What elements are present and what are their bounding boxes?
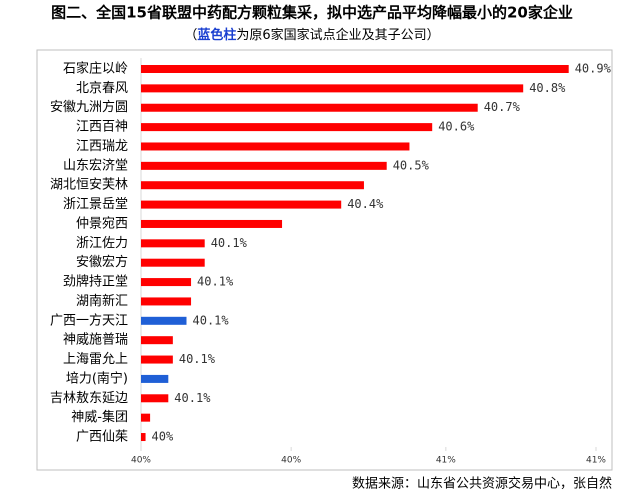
y-tick-label: 劲牌持正堂 [63, 274, 128, 290]
y-tick-label: 吉林敖东延边 [50, 390, 128, 406]
y-tick-label: 神威-集团 [71, 409, 128, 425]
plot-frame [36, 49, 613, 471]
y-tick-label: 北京春风 [76, 81, 128, 96]
bar [141, 316, 187, 325]
subtitle-rest: 为原6家国家试点企业及其子公司） [236, 27, 439, 43]
y-tick-label: 安徽宏方 [76, 254, 128, 270]
x-tick-label: 40% [131, 456, 151, 466]
chart-title: 图二、全国15省联盟中药配方颗粒集采，拟中选产品平均降幅最小的20家企业 [51, 4, 573, 22]
y-tick-label: 江西瑞龙 [76, 139, 128, 154]
y-tick-label: 浙江景岳堂 [63, 197, 128, 212]
value-label: 40.1% [174, 391, 211, 405]
value-label: 40% [152, 430, 174, 444]
bar [141, 161, 387, 170]
value-label: 40.4% [347, 197, 384, 211]
source: 数据来源：山东省公共资源交易中心，张自然 [352, 476, 612, 492]
bar [141, 200, 342, 209]
bar [141, 219, 283, 228]
y-tick-label: 山东宏济堂 [63, 158, 128, 173]
y-tick-label: 广西仙茱 [76, 430, 128, 445]
value-label: 40.8% [529, 81, 566, 95]
bar [141, 142, 410, 151]
y-tick-label: 神威施普瑞 [63, 333, 128, 348]
value-label: 40.9% [575, 62, 612, 76]
y-tick-label: 仲景宛西 [76, 216, 128, 231]
x-tick-label: 41% [436, 456, 456, 466]
bar [141, 181, 364, 190]
subtitle-open: （ [184, 28, 197, 43]
bar [141, 123, 433, 132]
y-tick-label: 浙江佐力 [76, 236, 128, 251]
y-tick-label: 上海雷允上 [63, 351, 128, 367]
value-label: 40.6% [438, 120, 475, 134]
value-label: 40.1% [211, 236, 248, 250]
bar [141, 258, 205, 267]
value-label: 40.1% [179, 352, 216, 366]
y-tick-label: 石家庄以岭 [63, 61, 128, 77]
subtitle-highlight: 蓝色柱 [197, 27, 236, 43]
x-tick-label: 41% [586, 456, 606, 466]
bar [141, 297, 192, 306]
bar [141, 413, 151, 422]
bar [141, 336, 173, 345]
value-label: 40.7% [484, 100, 521, 114]
bar [141, 239, 205, 248]
value-label: 40.1% [197, 275, 234, 289]
y-tick-label: 安徽九洲方圆 [50, 99, 128, 115]
bar [141, 433, 146, 442]
y-tick-label: 江西百神 [76, 120, 128, 135]
value-label: 40.5% [393, 158, 430, 172]
value-label: 40.1% [193, 313, 230, 327]
bar [141, 394, 169, 403]
bar [141, 84, 524, 93]
bar [141, 103, 478, 112]
bar [141, 355, 173, 364]
bar [141, 278, 192, 287]
chart-subtitle: （蓝色柱为原6家国家试点企业及其子公司） [184, 27, 439, 43]
y-tick-label: 广西一方天江 [50, 312, 128, 328]
bar [141, 374, 169, 383]
y-tick-label: 湖北恒安芙林 [50, 178, 128, 193]
y-tick-label: 培力(南宁) [66, 370, 128, 386]
bar [141, 65, 569, 73]
x-tick-label: 40% [281, 456, 301, 466]
y-tick-label: 湖南新汇 [76, 293, 128, 309]
